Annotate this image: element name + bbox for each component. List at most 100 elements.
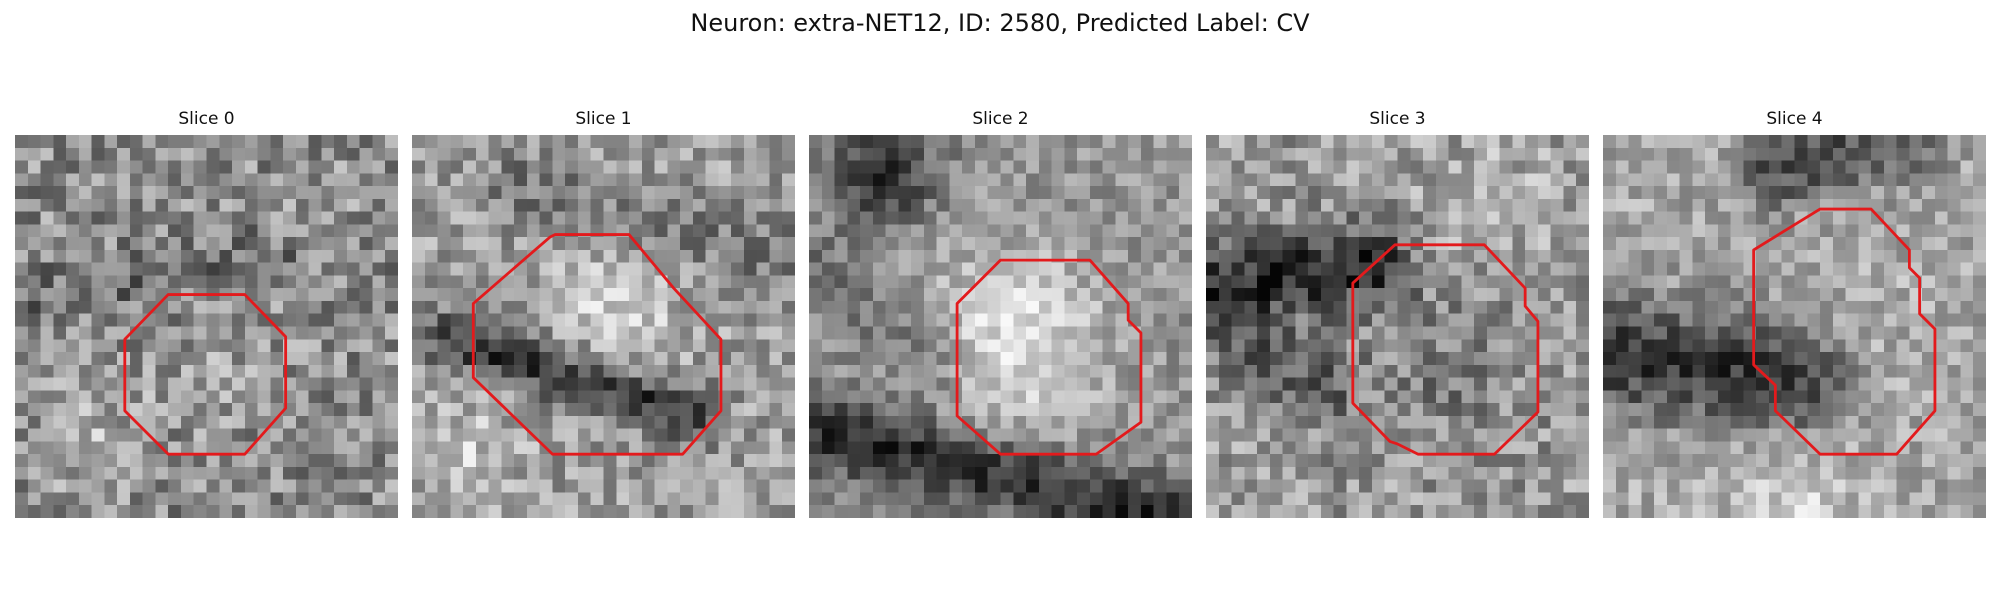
pixel [1153,198,1167,212]
pixel [1295,505,1309,518]
pixel [577,454,591,468]
pixel [1026,377,1040,391]
pixel [1615,211,1629,225]
pixel [987,415,1001,429]
pixel [1550,147,1564,161]
pixel [1768,339,1782,353]
pixel [1257,415,1271,429]
pixel [552,211,566,225]
pixel [1064,300,1078,314]
pixel [552,135,566,149]
pixel [219,300,233,314]
pixel [53,454,67,468]
pixel [1692,224,1706,238]
pixel [1320,249,1334,263]
pixel [1679,313,1693,327]
pixel [180,224,194,238]
pixel [1231,262,1245,276]
pixel [168,403,182,417]
pixel [577,339,591,353]
pixel [1115,198,1129,212]
pixel [1218,352,1232,366]
pixel [1051,288,1065,302]
pixel [1960,262,1974,276]
pixel [1000,275,1014,289]
pixel [705,466,719,480]
pixel [1550,377,1564,391]
pixel [974,160,988,174]
pixel [1794,249,1808,263]
pixel [168,224,182,238]
pixel [1244,505,1258,518]
pixel [372,339,386,353]
pixel [1410,211,1424,225]
pixel [1013,173,1027,187]
pixel [1768,454,1782,468]
pixel [1346,441,1360,455]
pixel [232,249,246,263]
pixel [847,211,861,225]
pixel [1115,364,1129,378]
pixel [1512,288,1526,302]
pixel [244,275,258,289]
pixel [1717,237,1731,251]
pixel [872,147,886,161]
pixel [667,198,681,212]
pixel [1038,300,1052,314]
pixel [936,326,950,340]
pixel [1244,211,1258,225]
pixel [463,390,477,404]
pixel [346,505,360,518]
pixel [1423,403,1437,417]
pixel [1525,249,1539,263]
pixel [1692,249,1706,263]
pixel [847,160,861,174]
pixel [1934,505,1948,518]
pixel [590,262,604,276]
pixel [1628,224,1642,238]
pixel [308,326,322,340]
pixel [590,492,604,506]
pixel [1883,198,1897,212]
pixel [1244,454,1258,468]
pixel [1896,288,1910,302]
pixel [1218,441,1232,455]
pixel [974,237,988,251]
pixel [885,466,899,480]
pixel [219,364,233,378]
pixel [1896,224,1910,238]
pixel [1512,313,1526,327]
pixel [142,466,156,480]
pixel [731,237,745,251]
pixel [372,454,386,468]
pixel [193,224,207,238]
pixel [1743,198,1757,212]
pixel [667,339,681,353]
pixel [692,262,706,276]
pixel [1730,339,1744,353]
pixel [1153,466,1167,480]
pixel [1089,313,1103,327]
pixel [1115,313,1129,327]
pixel [1807,364,1821,378]
pixel [936,454,950,468]
pixel [1705,326,1719,340]
pixel [219,479,233,493]
pixel [15,492,29,506]
pixel [1448,147,1462,161]
pixel [629,492,643,506]
pixel [1705,377,1719,391]
pixel [1525,492,1539,506]
pixel [1486,135,1500,149]
pixel [1666,313,1680,327]
pixel [1871,147,1885,161]
pixel [1781,249,1795,263]
pixel [1654,173,1668,187]
pixel [974,454,988,468]
pixel [1282,237,1296,251]
pixel [501,237,515,251]
pixel [936,364,950,378]
pixel [463,454,477,468]
pixel [334,428,348,442]
pixel [1654,479,1668,493]
